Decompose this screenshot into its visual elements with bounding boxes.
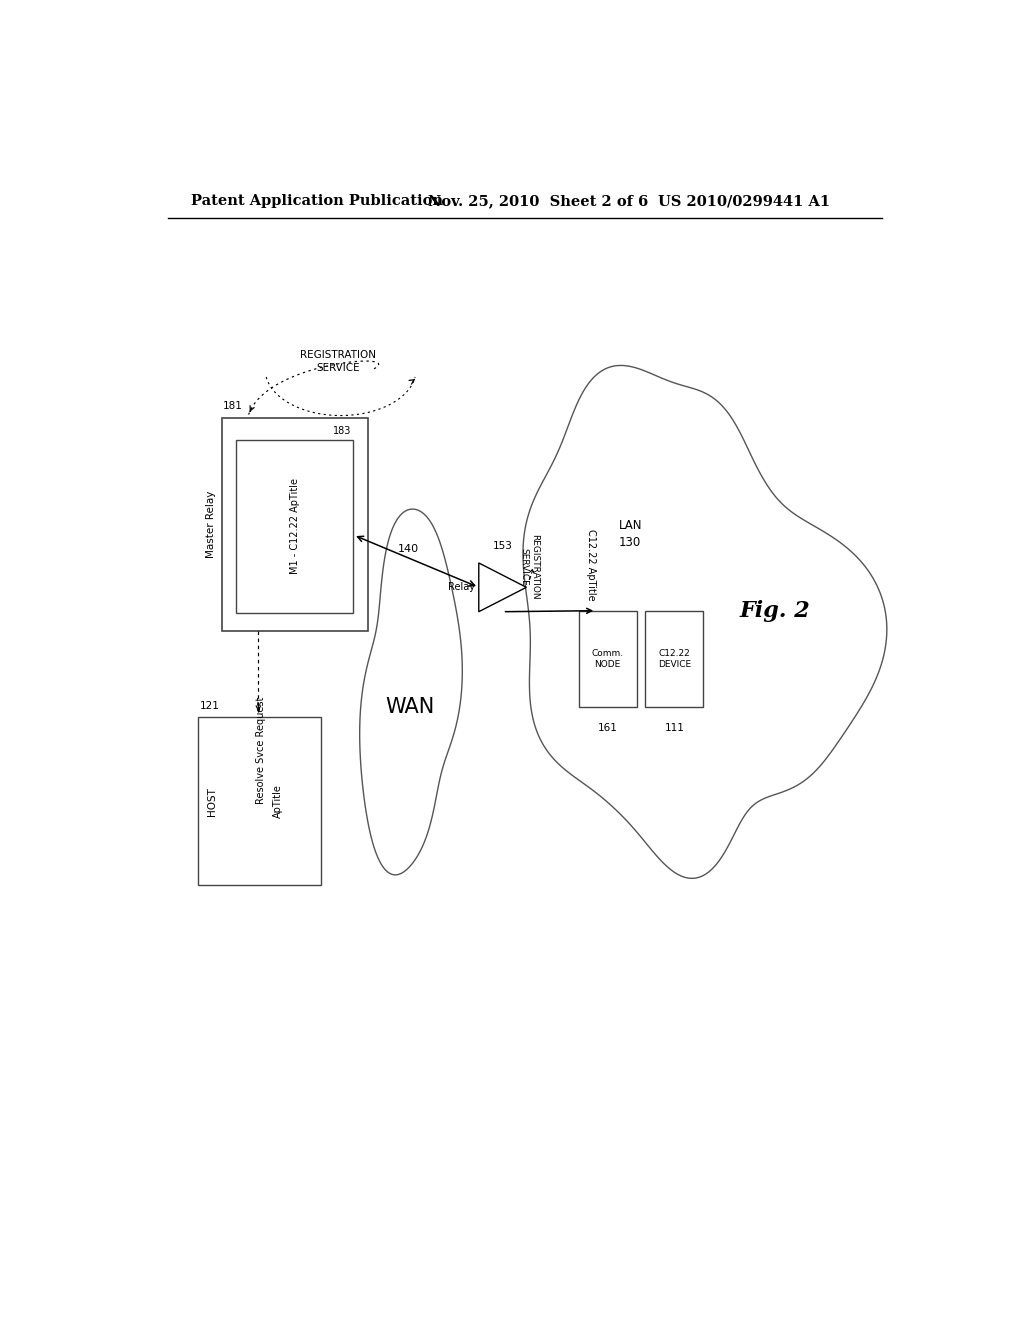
FancyBboxPatch shape xyxy=(221,417,369,631)
Text: 161: 161 xyxy=(598,722,617,733)
Text: 153: 153 xyxy=(493,541,513,550)
Text: Nov. 25, 2010  Sheet 2 of 6: Nov. 25, 2010 Sheet 2 of 6 xyxy=(428,194,648,209)
Text: REGISTRATION
SERVICE: REGISTRATION SERVICE xyxy=(519,535,540,599)
Text: Resolve Svce Request: Resolve Svce Request xyxy=(256,696,265,804)
Text: Relay: Relay xyxy=(447,582,475,593)
Text: ApTitle: ApTitle xyxy=(272,784,283,818)
Text: Master Relay: Master Relay xyxy=(206,491,216,558)
Text: C12.22
DEVICE: C12.22 DEVICE xyxy=(657,649,691,669)
Text: WAN: WAN xyxy=(385,697,434,717)
Text: 121: 121 xyxy=(200,701,219,711)
Text: M1 - C12.22 ApTitle: M1 - C12.22 ApTitle xyxy=(290,478,300,574)
Text: 183: 183 xyxy=(334,426,352,436)
FancyBboxPatch shape xyxy=(236,440,353,612)
Text: Patent Application Publication: Patent Application Publication xyxy=(191,194,443,209)
Text: HOST: HOST xyxy=(207,787,217,816)
FancyBboxPatch shape xyxy=(645,611,703,708)
Text: C12.22 ApTitle: C12.22 ApTitle xyxy=(586,529,596,601)
Text: 181: 181 xyxy=(223,401,243,412)
Text: Comm.
NODE: Comm. NODE xyxy=(592,649,624,669)
Text: US 2010/0299441 A1: US 2010/0299441 A1 xyxy=(658,194,830,209)
FancyBboxPatch shape xyxy=(579,611,637,708)
Text: 140: 140 xyxy=(397,544,419,553)
Text: LAN
130: LAN 130 xyxy=(618,520,642,549)
Text: REGISTRATION
SERVICE: REGISTRATION SERVICE xyxy=(300,350,376,374)
FancyBboxPatch shape xyxy=(198,718,321,886)
Text: 111: 111 xyxy=(665,722,684,733)
Text: Fig. 2: Fig. 2 xyxy=(739,599,810,622)
